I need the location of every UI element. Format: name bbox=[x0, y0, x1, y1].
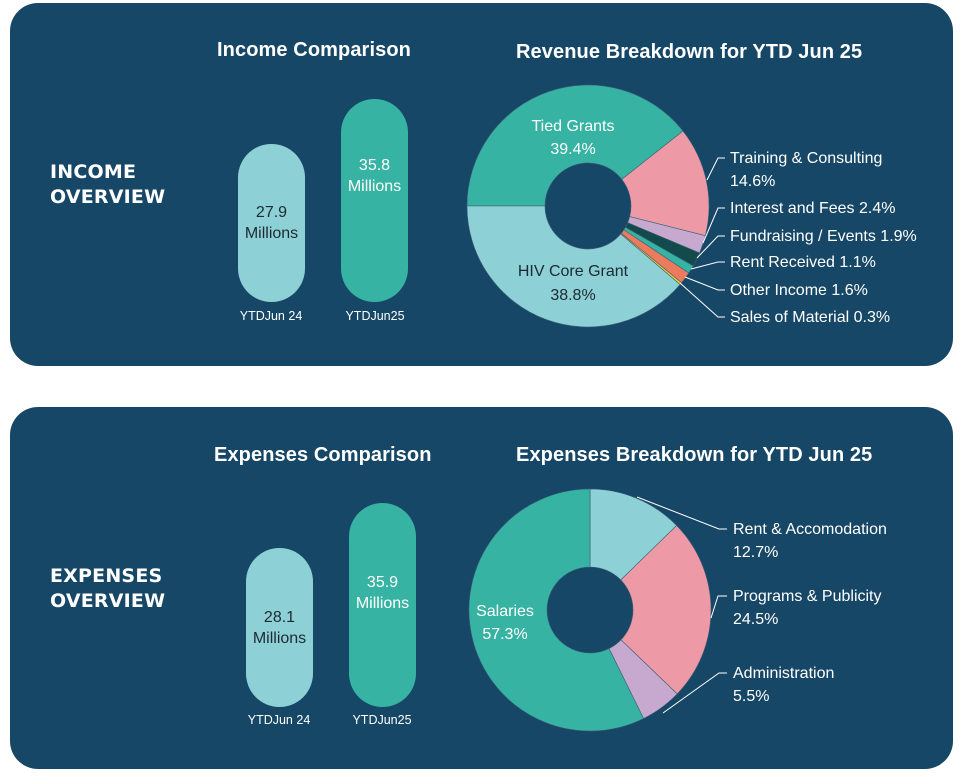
revenue-leader-interest-and-fees bbox=[702, 207, 725, 244]
income-comparison-title: Income Comparison bbox=[217, 39, 411, 61]
expenses-bar-prev-value: 28.1 bbox=[263, 608, 296, 626]
income-overview-line1: INCOME bbox=[50, 161, 137, 183]
revenue-label-tied-grants-name: Tied Grants bbox=[532, 118, 615, 135]
expenses-label-rent-accomodation-name: Rent & Accomodation bbox=[733, 521, 887, 538]
expenses-label-programs-publicity-name: Programs & Publicity bbox=[733, 588, 882, 605]
revenue-label-hiv-core-grant-name: HIV Core Grant bbox=[518, 263, 629, 280]
revenue-label-tied-grants-value: 39.4% bbox=[550, 141, 595, 158]
expenses-label-administration-name: Administration bbox=[733, 665, 834, 682]
revenue-label-interest-and-fees-value: 2.4% bbox=[859, 200, 895, 217]
expenses-bar-curr-value: 35.9 bbox=[366, 573, 399, 591]
revenue-leader-training-consulting bbox=[706, 157, 725, 181]
income-bar-prev-value: 27.9 bbox=[255, 204, 288, 221]
revenue-label-other-income-name: Other Income 1.6% bbox=[730, 282, 868, 299]
expenses-label-salaries-value: 57.3% bbox=[482, 626, 527, 643]
expenses-label-rent-accomodation-value: 12.7% bbox=[733, 544, 778, 561]
expenses-label-salaries-name: Salaries bbox=[476, 603, 534, 620]
expenses-slice-programs-publicity bbox=[620, 525, 712, 695]
revenue-labels: Tied Grants 39.4% HIV Core Grant 38.8% Train… bbox=[518, 118, 917, 326]
expenses-bar-curr-label: YTDJun25 bbox=[352, 713, 412, 727]
revenue-label-sales-of-material-name: Sales of Material 0.3% bbox=[730, 309, 890, 326]
revenue-label-interest-and-fees-name: Interest and Fees 2.4% bbox=[730, 200, 895, 217]
revenue-label-fundraising-events-value: 1.9% bbox=[880, 228, 916, 245]
expenses-overview-line1: EXPENSES bbox=[50, 565, 163, 587]
revenue-label-training-consulting-name: Training & Consulting bbox=[730, 150, 882, 167]
expenses-labels: Salaries 57.3% Rent & Accomodation 12.7% Pro… bbox=[476, 496, 887, 714]
revenue-label-rent-received-name: Rent Received 1.1% bbox=[730, 254, 876, 271]
revenue-slice-hiv-core-grant bbox=[466, 205, 681, 328]
expenses-bar-curr: 35.9 Millions bbox=[349, 503, 416, 707]
revenue-slice-tied-grants bbox=[466, 84, 684, 207]
expenses-label-programs-publicity-value: 24.5% bbox=[733, 611, 778, 628]
revenue-leader-sales-of-material bbox=[679, 282, 725, 318]
expenses-leader-programs-publicity bbox=[710, 595, 727, 619]
revenue-leader-other-income bbox=[684, 276, 725, 291]
revenue-slice-training-consulting bbox=[621, 130, 710, 237]
income-bar-curr-unit: Millions bbox=[347, 177, 402, 195]
income-bar-prev-label: YTDJun 24 bbox=[239, 309, 303, 323]
income-bar-prev-unit: Millions bbox=[244, 225, 299, 242]
expenses-donut bbox=[468, 488, 712, 732]
revenue-donut bbox=[466, 84, 710, 328]
income-bar-curr: 35.8 Millions bbox=[341, 99, 408, 302]
expenses-overview-line2: OVERVIEW bbox=[50, 590, 166, 612]
revenue-label-fundraising-events-name: Fundraising / Events 1.9% bbox=[730, 228, 917, 245]
expenses-breakdown-title: Expenses Breakdown for YTD Jun 25 bbox=[516, 444, 873, 466]
income-overview-line2: OVERVIEW bbox=[50, 186, 166, 208]
expenses-bar-prev: 28.1 Millions bbox=[246, 548, 313, 707]
revenue-label-hiv-core-grant-value: 38.8% bbox=[550, 287, 595, 304]
expenses-bar-prev-label: YTDJun 24 bbox=[247, 713, 311, 727]
revenue-label-other-income-value: 1.6% bbox=[831, 282, 867, 299]
income-bar-prev: 27.9 Millions bbox=[238, 144, 305, 302]
revenue-label-sales-of-material-value: 0.3% bbox=[854, 309, 890, 326]
revenue-label-training-consulting-value: 14.6% bbox=[730, 173, 775, 190]
expenses-bar-curr-unit: Millions bbox=[355, 594, 410, 612]
expenses-leader-administration bbox=[662, 672, 727, 714]
income-overview-heading: INCOME OVERVIEW bbox=[50, 160, 165, 210]
revenue-label-rent-received-value: 1.1% bbox=[839, 254, 875, 271]
revenue-leader-rent-received bbox=[690, 261, 725, 270]
revenue-leader-fundraising-events bbox=[696, 235, 725, 259]
income-bar-curr-value: 35.8 bbox=[358, 156, 391, 174]
expenses-leader-rent-accomodation bbox=[636, 496, 727, 530]
revenue-breakdown-title: Revenue Breakdown for YTD Jun 25 bbox=[516, 41, 863, 63]
income-bar-curr-label: YTDJun25 bbox=[345, 309, 405, 323]
expenses-bar-prev-unit: Millions bbox=[252, 629, 307, 647]
expenses-slice-salaries bbox=[468, 488, 644, 732]
expenses-label-administration-value: 5.5% bbox=[733, 688, 769, 705]
expenses-comparison-title: Expenses Comparison bbox=[214, 444, 432, 466]
expenses-overview-heading: EXPENSES OVERVIEW bbox=[50, 564, 165, 614]
